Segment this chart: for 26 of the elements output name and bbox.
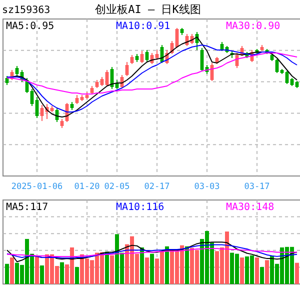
bar — [150, 254, 154, 284]
bar — [145, 258, 149, 284]
bar — [255, 258, 259, 284]
bar — [185, 246, 189, 284]
text: MA5:117 — [6, 202, 48, 213]
bar — [10, 258, 14, 284]
bar — [35, 256, 39, 284]
bar — [40, 265, 44, 284]
bar — [110, 255, 114, 284]
text: MA30:148 — [226, 202, 274, 213]
text: MA10:0.91 — [116, 21, 170, 32]
bar — [140, 247, 144, 284]
bar — [5, 264, 9, 284]
bar — [165, 246, 169, 284]
bar — [260, 267, 264, 284]
chart-subtitle: sz159363 — [2, 5, 50, 16]
bar — [75, 267, 79, 284]
text: MA30:0.90 — [226, 21, 280, 32]
chart-title: 创业板AI — 日K线图 — [95, 3, 201, 16]
bar — [105, 252, 109, 284]
bar — [295, 262, 299, 284]
text: MA10:116 — [116, 202, 164, 213]
bar — [265, 260, 269, 284]
bar — [240, 258, 244, 284]
bar — [60, 262, 64, 284]
text: MA5:0.95 — [6, 21, 54, 32]
